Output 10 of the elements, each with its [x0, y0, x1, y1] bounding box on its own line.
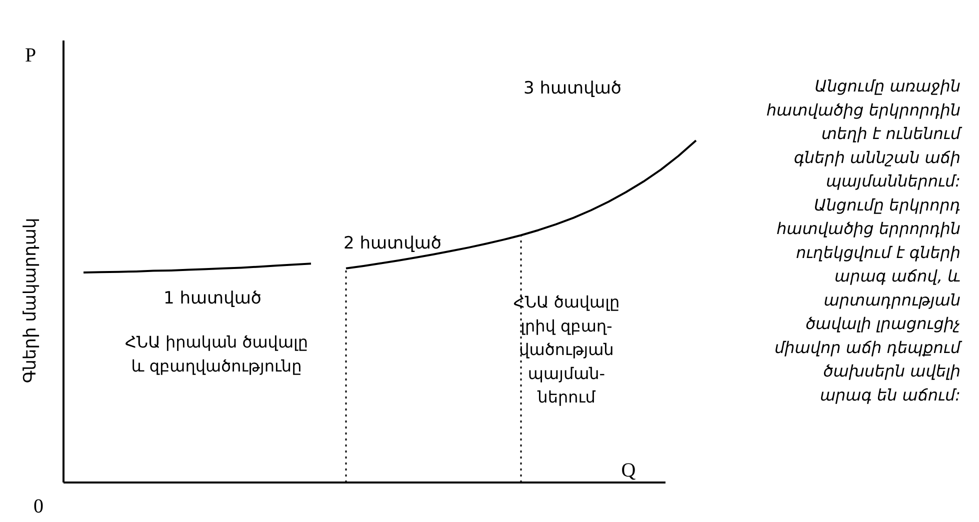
text: 3 հատված: [523, 78, 622, 98]
x-axis-title: Q: [621, 460, 636, 482]
text: Անցումը առաջին հատվածից երկրորդին տեղի է ունենում գների աննշան աճի պայմաններում: Անցումը երկրորդ հատվածից երրորդին ուղեկցվում է գների արագ աճով, և արտադրության ծավալի լրացուցիչ միավոր աճի դեպքում ծախսերն ավելի արագ են աճում:: [766, 76, 961, 404]
text: 0: [34, 496, 44, 518]
annotation: 1 հատված: [163, 288, 262, 308]
annotation: ՀՆԱ իրական ծավալը և զբաղվածությունը: [124, 332, 308, 376]
text: P: [24, 44, 36, 66]
annotation: ՀՆԱ ծավալը լրիվ զբաղ- վածության պայման- ներում: [513, 292, 620, 406]
y-axis-title: Գների մակարդակ: [20, 218, 40, 384]
annotation: 2 հատված: [343, 234, 442, 254]
